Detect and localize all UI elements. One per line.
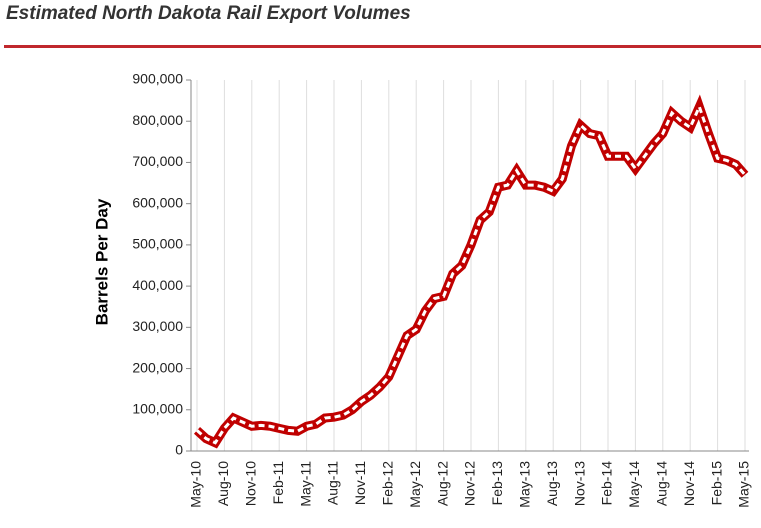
x-tick-label: Nov-12 (462, 461, 478, 506)
chart-title: Estimated North Dakota Rail Export Volum… (6, 3, 411, 24)
x-tick-label: May-10 (188, 461, 204, 508)
x-tick-label: Nov-14 (681, 461, 697, 506)
line-inner (195, 102, 747, 445)
x-tick-label: Feb-12 (380, 461, 396, 506)
y-tick-label: 500,000 (132, 236, 183, 252)
x-tick-label: May-11 (297, 461, 313, 507)
y-tick-label: 600,000 (132, 194, 183, 210)
y-tick-label: 200,000 (132, 359, 183, 375)
x-tick-label: May-15 (736, 461, 752, 508)
x-tick-label: Nov-11 (352, 461, 368, 505)
y-tick-label: 0 (175, 442, 183, 458)
x-tick-label: May-14 (626, 461, 642, 508)
y-tick-label: 800,000 (132, 112, 183, 128)
x-tick-label: Aug-13 (544, 461, 560, 506)
x-tick-label: Nov-10 (243, 461, 259, 506)
x-tick-label: Feb-13 (489, 461, 505, 506)
x-tick-label: Aug-11 (325, 461, 341, 505)
x-tick-label: Nov-13 (571, 461, 587, 506)
y-tick-label: 100,000 (132, 400, 183, 416)
x-tick-label: Aug-12 (434, 461, 450, 506)
y-axis-label: Barrels Per Day (92, 198, 111, 325)
title-rule (4, 45, 761, 48)
x-tick-label: Aug-10 (215, 461, 231, 506)
y-tick-label: 300,000 (132, 318, 183, 334)
y-tick-label: 700,000 (132, 153, 183, 169)
x-tick-label: May-12 (407, 461, 423, 508)
x-tick-label: Aug-14 (654, 461, 670, 506)
x-tick-label: Feb-14 (599, 461, 615, 506)
x-tick-label: May-13 (517, 461, 533, 508)
x-tick-label: Feb-11 (270, 461, 286, 505)
y-tick-label: 900,000 (132, 71, 183, 87)
y-tick-label: 400,000 (132, 277, 183, 293)
x-tick-label: Feb-15 (708, 461, 724, 506)
